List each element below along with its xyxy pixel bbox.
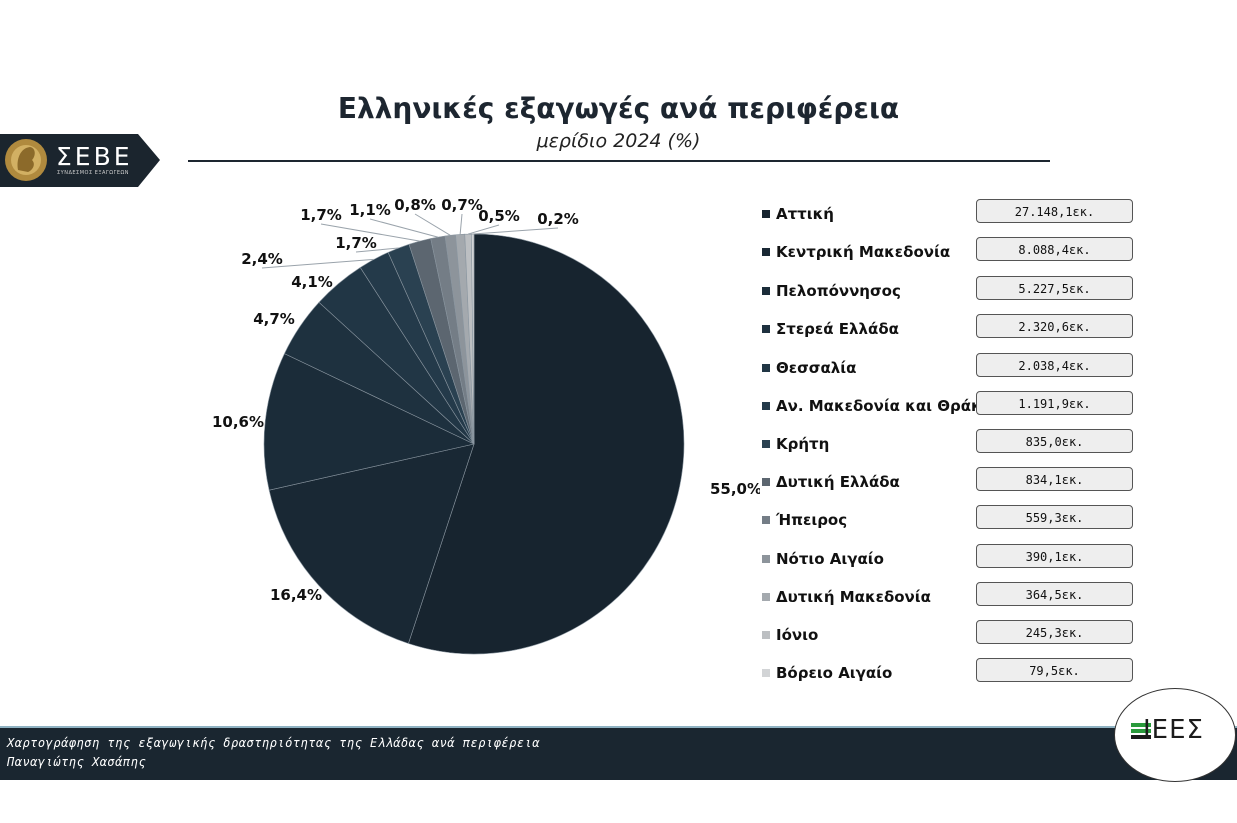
legend-swatch: [762, 325, 770, 333]
legend-label: Δυτική Ελλάδα: [776, 473, 900, 491]
legend-label: Ήπειρος: [776, 511, 848, 529]
iees-logo-text: ΙΕΕΣ: [1143, 715, 1204, 745]
pie-data-label: 16,4%: [270, 586, 322, 604]
value-box: 8.088,4εκ.: [976, 237, 1133, 261]
footer-title: Χαρτογράφηση της εξαγωγικής δραστηριότητ…: [7, 736, 540, 750]
legend-label: Νότιο Αιγαίο: [776, 550, 884, 568]
legend-swatch: [762, 669, 770, 677]
pie-data-label: 10,6%: [212, 413, 264, 431]
title-divider: [188, 160, 1050, 162]
pie-slice: [408, 233, 685, 655]
value-box: 390,1εκ.: [976, 544, 1133, 568]
legend-label: Βόρειο Αιγαίο: [776, 664, 893, 682]
legend-label: Πελοπόννησος: [776, 282, 901, 300]
pie-leader-line: [320, 223, 420, 242]
pie-data-label: 1,7%: [335, 234, 377, 252]
pie-data-label: 4,1%: [291, 273, 333, 291]
legend-swatch: [762, 593, 770, 601]
pie-data-label: 0,7%: [441, 196, 483, 214]
seve-logo-banner: [0, 134, 160, 187]
legend-swatch: [762, 631, 770, 639]
footer-bar: Χαρτογράφηση της εξαγωγικής δραστηριότητ…: [0, 726, 1237, 780]
pie-leader-line: [459, 213, 463, 235]
chart-subtitle: μερίδιο 2024 (%): [536, 130, 701, 152]
pie-leader-line: [261, 258, 374, 269]
legend-swatch: [762, 210, 770, 218]
chart-title: Ελληνικές εξαγωγές ανά περιφέρεια: [337, 92, 900, 125]
value-box: 245,3εκ.: [976, 620, 1133, 644]
pie-data-label: 0,2%: [537, 210, 579, 228]
pie-leader-line: [467, 224, 500, 235]
value-box: 1.191,9εκ.: [976, 391, 1133, 415]
pie-slices: [263, 233, 685, 655]
legend-label: Δυτική Μακεδονία: [776, 588, 931, 606]
legend-label: Κρήτη: [776, 435, 830, 453]
value-box: 79,5εκ.: [976, 658, 1133, 682]
pie-slice: [268, 443, 475, 644]
pie-data-label: 4,7%: [253, 310, 295, 328]
value-box: 364,5εκ.: [976, 582, 1133, 606]
iees-logo-bars-icon: [1131, 723, 1151, 739]
pie-leader-lines: [261, 213, 559, 269]
seve-logo: ΣΕΒΕ ΣΥΝΔΕΣΜΟΣ ΕΞΑΓΩΓΕΩΝ: [0, 134, 160, 187]
legend-label: Αττική: [776, 205, 834, 223]
pie-data-label: 0,5%: [478, 207, 520, 225]
pie-leader-line: [414, 213, 451, 236]
pie-chart: 55,0%16,4%10,6%4,7%4,1%2,4%1,7%1,7% 1,1% 0…: [212, 196, 760, 655]
legend-swatch: [762, 478, 770, 486]
pie-data-label: 1,7%: [300, 206, 342, 224]
pie-data-label: 1,1%: [349, 201, 391, 219]
legend-label: Θεσσαλία: [776, 359, 857, 377]
value-box: 834,1εκ.: [976, 467, 1133, 491]
value-box: 2.038,4εκ.: [976, 353, 1133, 377]
value-box: 835,0εκ.: [976, 429, 1133, 453]
pie-leader-line: [369, 218, 438, 238]
legend-swatch: [762, 287, 770, 295]
value-box: 2.320,6εκ.: [976, 314, 1133, 338]
legend-swatch: [762, 440, 770, 448]
pie-data-label: 2,4%: [241, 250, 283, 268]
legend-swatch: [762, 364, 770, 372]
seve-logo-text: ΣΕΒΕ: [56, 142, 133, 171]
footer-author: Παναγιώτης Χασάπης: [7, 755, 147, 769]
pie-labels: 55,0%16,4%10,6%4,7%4,1%2,4%1,7%1,7% 1,1% 0…: [212, 196, 760, 604]
legend-swatch: [762, 248, 770, 256]
pie-data-label: 55,0%: [710, 480, 760, 498]
seve-logo-subtext: ΣΥΝΔΕΣΜΟΣ ΕΞΑΓΩΓΕΩΝ: [57, 170, 130, 176]
legend-swatch: [762, 402, 770, 410]
pie-slice: [263, 353, 475, 491]
legend-label: Ιόνιο: [776, 626, 819, 644]
value-box: 559,3εκ.: [976, 505, 1133, 529]
legend-label: Στερεά Ελλάδα: [776, 320, 899, 338]
pie-leader-line: [472, 227, 559, 235]
pie-data-label: 0,8%: [394, 196, 436, 214]
legend-label: Κεντρική Μακεδονία: [776, 243, 951, 261]
legend-swatch: [762, 555, 770, 563]
legend-swatch: [762, 516, 770, 524]
pie-leader-line: [355, 247, 399, 253]
value-box: 27.148,1εκ.: [976, 199, 1133, 223]
iees-logo: ΙΕΕΣ: [1114, 688, 1236, 782]
legend-label: Αν. Μακεδονία και Θράκη: [776, 397, 993, 415]
value-box: 5.227,5εκ.: [976, 276, 1133, 300]
